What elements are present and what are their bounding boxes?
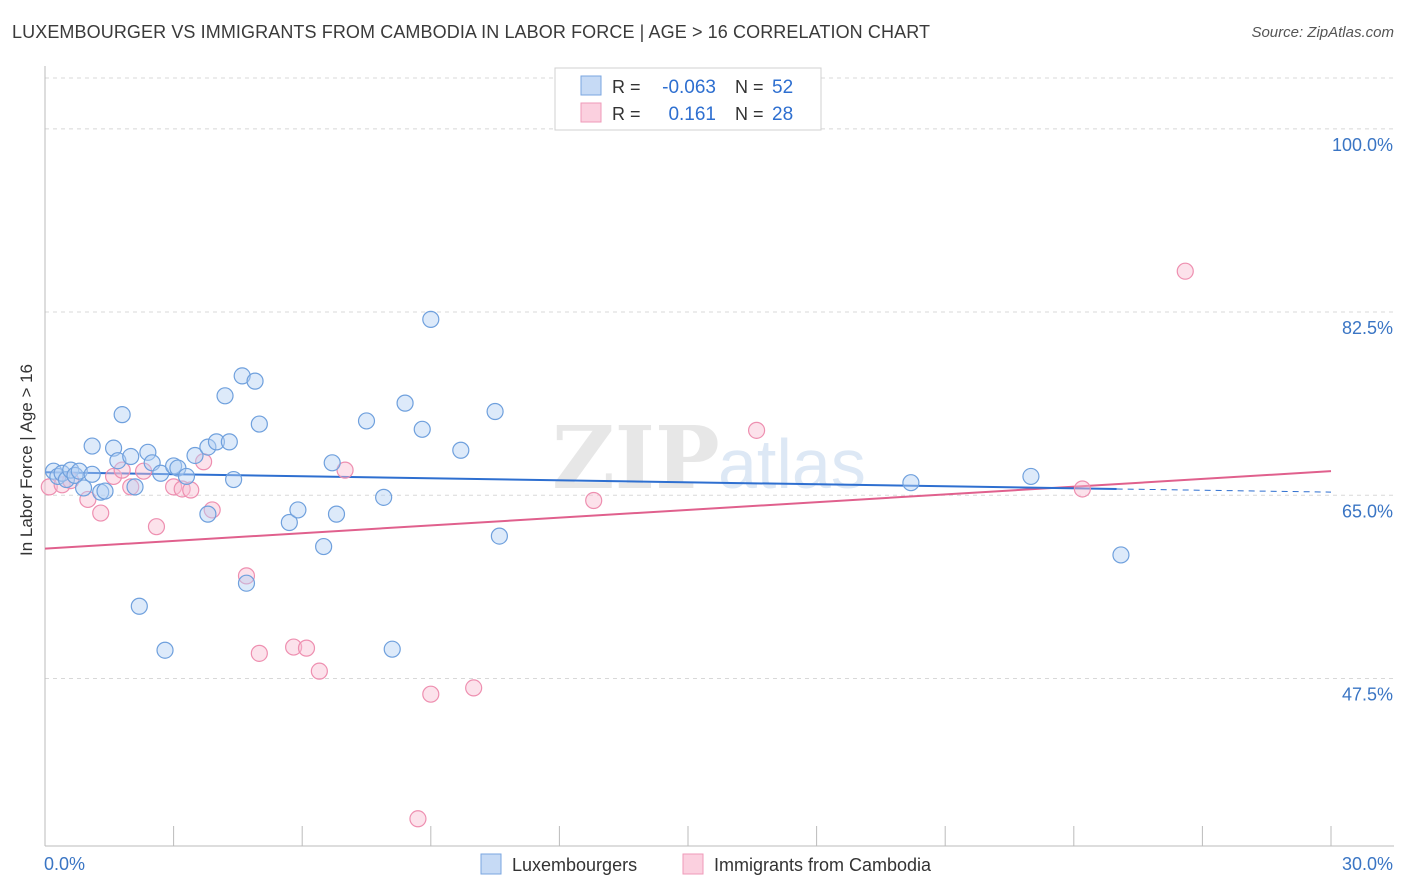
point-luxembourgers [113,406,131,424]
point-luxembourgers [357,412,376,430]
point-luxembourgers [383,640,401,658]
point-cambodia [336,461,354,479]
y-tick-label: 82.5% [1342,318,1393,338]
point-cambodia [747,421,766,439]
point-luxembourgers [199,438,217,456]
x-tick-label: 30.0% [1342,854,1393,874]
y-tick-label: 100.0% [1332,135,1393,155]
legend-swatch-cambodia [682,853,704,875]
legend-item-luxembourgers: Luxembourgers [512,855,637,875]
point-luxembourgers [289,501,307,519]
point-luxembourgers [375,488,393,506]
trend-lines [44,470,1332,550]
point-luxembourgers [216,387,234,405]
point-luxembourgers [225,470,243,489]
point-luxembourgers [327,505,346,523]
tick-labels: 47.5% 65.0% 82.5% 100.0% 0.0% 30.0% [44,135,1393,874]
point-luxembourgers [902,474,920,492]
legend-swatch-luxembourgers [480,853,502,875]
point-luxembourgers [452,441,470,459]
x-tick-label: 0.0% [44,854,85,874]
point-luxembourgers [83,465,101,483]
point-cambodia [147,518,166,536]
point-luxembourgers [323,454,341,472]
point-luxembourgers [280,513,298,532]
point-luxembourgers [315,537,333,556]
point-luxembourgers [130,597,148,615]
point-luxembourgers [207,433,226,451]
point-cambodia [1176,262,1194,280]
point-luxembourgers [156,641,174,659]
point-cambodia [285,638,303,656]
trend-line-luxembourgers [44,471,1117,490]
point-luxembourgers [199,505,217,523]
point-luxembourgers [220,433,238,451]
legend-swatch-pink [580,102,602,123]
data-points [40,262,1194,828]
legend-r-value-1: -0.063 [662,77,716,98]
point-cambodia [1073,480,1091,498]
legend-n-label-1: N = [735,77,764,97]
point-luxembourgers [57,470,76,489]
legend-r-label-2: R = [612,104,641,124]
point-luxembourgers [122,447,140,466]
point-luxembourgers [139,443,157,461]
point-luxembourgers [237,574,256,592]
legend-n-label-2: N = [735,104,764,124]
point-cambodia [104,467,123,486]
legend-swatch-blue [580,75,602,96]
watermark-zip: ZIP [552,408,720,509]
point-luxembourgers [126,478,144,496]
point-cambodia [237,567,256,585]
point-cambodia [113,461,131,479]
point-luxembourgers [109,452,127,470]
legend-r-label-1: R = [612,77,641,97]
point-luxembourgers [74,479,93,497]
legend-n-value-2: 28 [772,104,793,125]
point-luxembourgers [186,446,204,465]
trend-line-cambodia [44,470,1332,550]
point-luxembourgers [490,527,508,545]
trend-line-luxembourgers-extension [1116,488,1332,493]
source-credit: Source: ZipAtlas.com [1251,24,1394,41]
point-luxembourgers [152,464,170,482]
point-luxembourgers [396,394,414,412]
point-luxembourgers [96,482,114,500]
point-luxembourgers [246,372,264,390]
point-cambodia [310,662,328,680]
point-luxembourgers [1022,467,1040,486]
axes [44,66,1394,847]
point-cambodia [250,644,268,662]
stats-legend: R = -0.063 N = 52 R = 0.161 N = 28 [554,67,822,131]
point-luxembourgers [177,467,196,486]
legend-n-value-1: 52 [772,77,793,98]
watermark-atlas: atlas [718,425,866,503]
point-cambodia [122,478,140,496]
point-cambodia [585,491,603,510]
point-luxembourgers [83,437,101,455]
point-cambodia [182,481,200,499]
point-cambodia [465,679,483,697]
point-luxembourgers [422,310,440,328]
point-luxembourgers [486,402,504,421]
point-cambodia [297,639,316,657]
point-luxembourgers [413,420,431,438]
series-legend: Luxembourgers Immigrants from Cambodia [480,853,932,875]
point-luxembourgers [233,367,251,385]
legend-r-value-2: 0.161 [668,104,716,125]
legend-item-cambodia: Immigrants from Cambodia [714,855,932,875]
point-luxembourgers [250,415,268,433]
y-tick-label: 65.0% [1342,501,1393,521]
point-cambodia [422,685,440,703]
point-luxembourgers [1112,546,1130,564]
chart-title: LUXEMBOURGER VS IMMIGRANTS FROM CAMBODIA… [12,22,931,42]
point-luxembourgers [70,462,88,480]
point-cambodia [409,810,427,828]
y-tick-label: 47.5% [1342,684,1393,704]
point-cambodia [92,504,110,522]
